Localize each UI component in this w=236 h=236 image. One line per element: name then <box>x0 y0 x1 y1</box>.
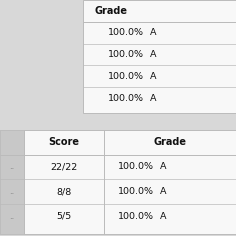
Text: Score: Score <box>48 137 80 147</box>
Text: 5/5: 5/5 <box>56 212 72 221</box>
Text: 100.0%: 100.0% <box>108 28 143 37</box>
Text: ..: .. <box>9 162 14 171</box>
Text: 100.0%: 100.0% <box>118 212 154 221</box>
Text: 100.0%: 100.0% <box>118 162 154 171</box>
Text: ..: .. <box>9 187 14 196</box>
Text: A: A <box>160 162 166 171</box>
Text: ..: .. <box>9 212 14 221</box>
Text: 100.0%: 100.0% <box>118 187 154 196</box>
Text: A: A <box>160 212 166 221</box>
Text: A: A <box>150 28 156 37</box>
Text: A: A <box>150 72 156 81</box>
Text: Grade: Grade <box>94 6 127 16</box>
Bar <box>0 130 236 234</box>
Bar <box>0 130 24 234</box>
Text: 100.0%: 100.0% <box>108 72 143 81</box>
Bar <box>83 0 236 113</box>
Text: A: A <box>150 50 156 59</box>
Text: Grade: Grade <box>154 137 187 147</box>
Text: 22/22: 22/22 <box>50 162 78 171</box>
Text: A: A <box>160 187 166 196</box>
Text: 100.0%: 100.0% <box>108 50 143 59</box>
Text: 100.0%: 100.0% <box>108 93 143 102</box>
Text: 8/8: 8/8 <box>56 187 72 196</box>
Text: A: A <box>150 93 156 102</box>
